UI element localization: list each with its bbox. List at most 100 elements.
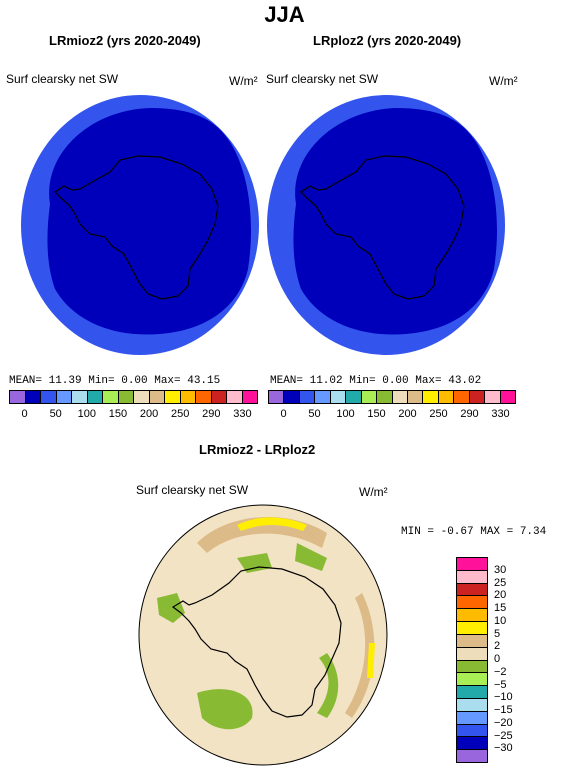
left-units-label: W/m² — [229, 74, 258, 88]
colorbar-tick-label: 100 — [336, 408, 355, 420]
diff-colorbar-tick-label: −30 — [494, 742, 513, 755]
colorbar-tick-label: 330 — [233, 408, 252, 420]
colorbar-tick-label: 150 — [108, 408, 128, 420]
colorbar-swatch — [299, 391, 316, 403]
colorbar-swatch — [72, 391, 88, 403]
right-units-label: W/m² — [489, 74, 518, 88]
colorbar-swatch — [56, 391, 72, 403]
left-stats: MEAN= 11.39 Min= 0.00 Max= 43.15 — [9, 375, 221, 387]
colorbar-swatch — [346, 391, 362, 403]
colorbar-swatch — [500, 391, 515, 403]
colorbar-swatch — [227, 391, 243, 403]
colorbar-swatch — [407, 391, 424, 403]
diff-colorbar-swatch — [457, 698, 487, 712]
colorbar-swatch — [330, 391, 347, 403]
colorbar-swatch — [242, 391, 257, 403]
diff-colorbar-tick-label: 20 — [494, 589, 507, 602]
diff-colorbar-tick-label: −15 — [494, 704, 513, 716]
colorbar-swatch — [196, 391, 212, 403]
diff-colorbar-tick-label: 2 — [494, 640, 501, 653]
diff-colorbar-tick-label: −5 — [494, 678, 507, 691]
diff-colorbar-swatch — [457, 660, 487, 674]
diff-colorbar — [456, 557, 488, 763]
colorbar-swatch — [41, 391, 57, 403]
colorbar-tick-label: 200 — [139, 408, 159, 420]
colorbar-swatch — [361, 391, 378, 403]
colorbar-swatch — [149, 391, 165, 403]
left-panel-title: LRmioz2 (yrs 2020-2049) — [49, 33, 201, 48]
colorbar-swatch — [469, 391, 486, 403]
diff-variable-label: Surf clearsky net SW — [136, 483, 249, 497]
diff-green-bottom — [197, 689, 253, 730]
diff-colorbar-ticks: 30 25 20 15 10 5 2 0 −2 −5 −10 −15 −20 −25 −30 — [494, 557, 544, 761]
colorbar-swatch — [377, 391, 393, 403]
colorbar-tick-label: 250 — [429, 408, 448, 420]
colorbar-swatch — [165, 391, 181, 403]
diff-coastline — [171, 566, 342, 718]
left-variable-label: Surf clearsky net SW — [6, 72, 119, 86]
diff-colorbar-swatch — [457, 609, 487, 623]
diff-colorbar-swatch — [457, 724, 487, 738]
diff-colorbar-tick-label: 15 — [494, 602, 507, 614]
colorbar-swatch — [485, 391, 501, 403]
right-variable-label: Surf clearsky net SW — [266, 72, 379, 86]
diff-colorbar-swatch — [457, 570, 487, 584]
colorbar-swatch — [180, 391, 196, 403]
right-colorbar: 0 50 100 150 200 250 290 330 — [268, 390, 516, 420]
diff-stats: MIN = -0.67 MAX = 7.34 — [401, 526, 547, 538]
right-map — [267, 95, 505, 355]
colorbar-tick-label: 0 — [21, 408, 28, 420]
diff-colorbar-swatch — [457, 596, 487, 610]
colorbar-swatch — [438, 391, 455, 403]
diff-colorbar-swatch — [457, 737, 487, 751]
diff-colorbar-tick-label: 10 — [494, 614, 507, 627]
diff-yellow-band-top — [237, 517, 307, 531]
right-colorbar-ticks: 0 50 100 150 200 250 290 330 — [268, 408, 516, 420]
left-inner-ocean — [47, 108, 251, 335]
colorbar-swatch — [118, 391, 134, 403]
colorbar-tick-label: 50 — [49, 408, 62, 420]
right-inner-ocean — [293, 108, 497, 335]
diff-colorbar-swatch — [457, 686, 487, 699]
colorbar-swatch — [134, 391, 150, 403]
diff-tan-band-right — [345, 593, 375, 718]
colorbar-tick-label: 250 — [171, 408, 190, 420]
colorbar-tick-label: 0 — [280, 408, 287, 420]
colorbar-tick-label: 50 — [308, 408, 321, 420]
colorbar-tick-label: 200 — [398, 408, 417, 420]
diff-green-top — [237, 553, 272, 573]
colorbar-swatch — [87, 391, 103, 403]
diff-colorbar-swatch — [457, 622, 487, 635]
colorbar-tick-label: 330 — [491, 408, 510, 420]
diff-colorbar-tick-label: −10 — [494, 691, 513, 704]
left-colorbar-swatches — [9, 390, 258, 404]
diff-colorbar-tick-label: 5 — [494, 627, 501, 640]
colorbar-swatch — [269, 391, 285, 403]
left-coastline — [54, 155, 219, 300]
diff-green-top-right — [295, 543, 327, 571]
colorbar-swatch — [392, 391, 408, 403]
diff-background — [139, 505, 387, 765]
diff-map-border — [138, 504, 388, 766]
diff-colorbar-swatch — [457, 647, 487, 661]
diff-colorbar-tick-label: 0 — [494, 653, 501, 665]
diff-colorbar-tick-label: −25 — [494, 729, 513, 742]
diff-colorbar-swatch — [457, 750, 487, 762]
colorbar-tick-label: 100 — [77, 408, 96, 420]
left-colorbar: 0 50 100 150 200 250 290 330 — [9, 390, 258, 420]
diff-colorbar-tick-label: 30 — [494, 563, 507, 576]
diff-panel-title: LRmioz2 - LRploz2 — [199, 442, 316, 457]
colorbar-swatch — [284, 391, 300, 403]
colorbar-swatch — [103, 391, 119, 403]
colorbar-swatch — [454, 391, 470, 403]
colorbar-tick-label: 290 — [202, 408, 221, 420]
diff-units-label: W/m² — [359, 485, 388, 499]
diff-green-left — [157, 593, 185, 623]
right-stats: MEAN= 11.02 Min= 0.00 Max= 43.02 — [270, 375, 482, 387]
right-colorbar-swatches — [268, 390, 516, 404]
diff-map — [138, 504, 388, 766]
colorbar-swatch — [25, 391, 41, 403]
diff-colorbar-swatch — [457, 711, 487, 725]
diff-colorbar-tick-label: −20 — [494, 716, 513, 729]
diff-colorbar-tick-label: −2 — [494, 665, 507, 678]
